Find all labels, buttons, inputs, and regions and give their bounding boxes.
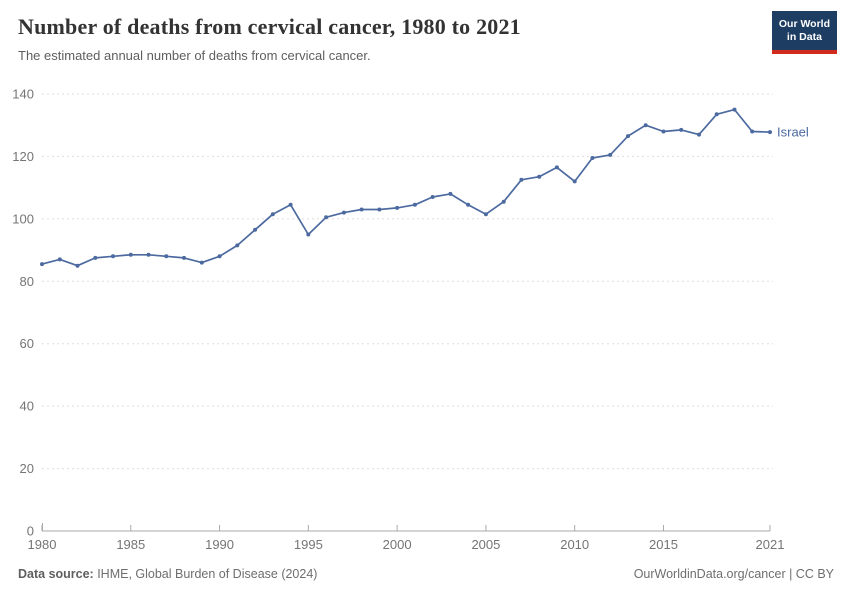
data-point-marker[interactable] [679,127,684,132]
x-tick-label: 2005 [471,537,500,552]
data-point-marker[interactable] [270,212,275,217]
x-tick-label: 1980 [28,537,57,552]
data-point-marker[interactable] [253,227,258,232]
data-point-marker[interactable] [324,215,329,220]
x-tick-label: 1995 [294,537,323,552]
y-tick-label: 140 [12,87,34,102]
data-point-marker[interactable] [448,191,453,196]
data-source-note: Data source: IHME, Global Burden of Dise… [18,567,317,581]
data-point-marker[interactable] [395,205,400,210]
x-tick-label: 1990 [205,537,234,552]
chart-footer: Data source: IHME, Global Burden of Dise… [18,567,834,581]
data-point-marker[interactable] [377,207,382,212]
data-point-marker[interactable] [537,174,542,179]
entity-label[interactable]: Israel [777,125,809,140]
data-point-marker[interactable] [608,152,613,157]
y-tick-label: 100 [12,211,34,226]
data-point-marker[interactable] [519,177,524,182]
data-point-marker[interactable] [146,252,151,257]
data-point-marker[interactable] [554,165,559,170]
data-point-marker[interactable] [714,112,719,117]
data-point-marker[interactable] [128,252,133,257]
data-point-marker[interactable] [430,195,435,199]
series-israel[interactable] [40,107,772,268]
y-tick-label: 40 [20,399,34,414]
data-point-marker[interactable] [590,156,595,160]
y-tick-label: 20 [20,461,34,476]
data-line[interactable] [41,108,771,267]
x-tick-label: 2010 [560,537,589,552]
data-point-marker[interactable] [182,255,186,260]
data-point-marker[interactable] [661,129,666,134]
data-point-marker[interactable] [288,202,293,207]
data-point-marker[interactable] [57,257,62,262]
page-title: Number of deaths from cervical cancer, 1… [18,14,521,39]
data-source-value: IHME, Global Burden of Disease (2024) [93,567,318,581]
data-point-marker[interactable] [111,254,115,259]
chart-header: Number of deaths from cervical cancer, 1… [18,13,750,63]
data-point-marker[interactable] [199,260,204,265]
chart-subtitle: The estimated annual number of deaths fr… [18,48,371,63]
data-point-marker[interactable] [697,132,701,137]
owid-logo-line1: Our World [778,18,830,30]
y-tick-label: 0 [27,524,34,539]
data-point-marker[interactable] [359,207,364,212]
data-point-marker[interactable] [572,179,577,184]
data-source-label: Data source: [18,567,94,581]
x-tick-label: 2000 [383,537,412,552]
data-point-marker[interactable] [235,243,240,248]
y-tick-label: 80 [20,274,34,289]
data-point-marker[interactable] [217,254,222,259]
data-point-marker[interactable] [626,134,630,139]
data-point-marker[interactable] [501,199,506,204]
owid-logo[interactable]: Our World in Data [771,11,837,54]
x-tick-label: 2021 [756,537,785,552]
data-point-marker[interactable] [750,129,755,134]
data-point-marker[interactable] [164,254,169,259]
data-point-marker[interactable] [483,212,488,217]
credit-link[interactable]: OurWorldinData.org/cancer | CC BY [633,567,834,581]
y-tick-label: 120 [12,149,34,164]
data-point-marker[interactable] [768,130,772,135]
data-point-marker[interactable] [40,262,44,267]
data-point-marker[interactable] [75,263,80,268]
data-point-marker[interactable] [466,202,471,207]
x-tick-label: 2015 [649,537,678,552]
data-point-marker[interactable] [341,210,346,215]
owid-logo-line2: in Data [786,31,822,43]
x-tick-label: 1985 [116,537,145,552]
data-point-marker[interactable] [306,232,311,237]
data-point-marker[interactable] [643,123,648,128]
data-point-marker[interactable] [93,255,98,260]
data-point-marker[interactable] [732,107,737,112]
y-tick-label: 60 [20,336,34,351]
data-point-marker[interactable] [412,202,417,207]
